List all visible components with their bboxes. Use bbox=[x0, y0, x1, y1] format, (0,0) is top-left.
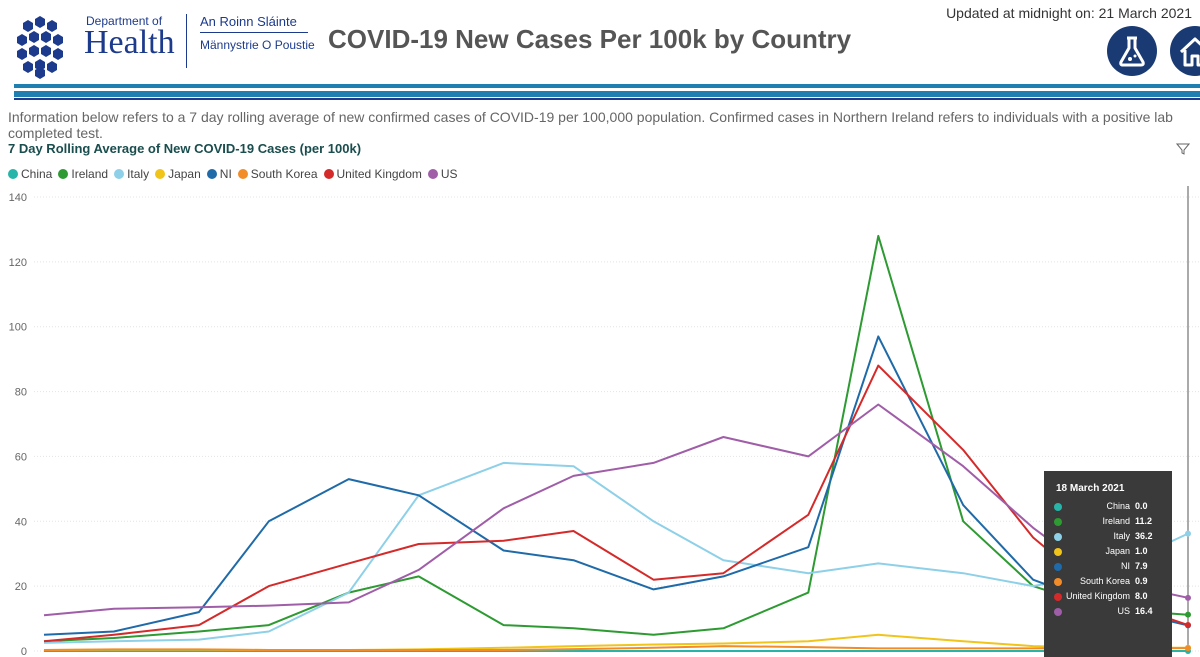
updated-timestamp: Updated at midnight on: 21 March 2021 bbox=[946, 5, 1192, 21]
hexagon-cluster-logo bbox=[17, 16, 63, 79]
page-header: Department of Health An Roinn Sláinte Mä… bbox=[0, 0, 1200, 84]
legend-item[interactable]: Ireland bbox=[58, 167, 108, 181]
legend-item[interactable]: South Korea bbox=[237, 167, 318, 181]
tooltip-dot bbox=[1054, 533, 1062, 541]
legend-item[interactable]: United Kingdom bbox=[323, 167, 422, 181]
legend-item[interactable]: NI bbox=[206, 167, 232, 181]
legend-dot bbox=[206, 169, 217, 179]
tooltip-series-name: China bbox=[1106, 501, 1130, 511]
dept-health-label: Health bbox=[84, 24, 175, 61]
header-band-top bbox=[14, 84, 1200, 88]
series-line[interactable] bbox=[43, 364, 1189, 643]
tooltip-value: 1.0 bbox=[1135, 546, 1148, 556]
legend-label: United Kingdom bbox=[336, 167, 422, 181]
chart-legend: China Ireland Italy Japan NI South Korea Unite… bbox=[8, 167, 464, 181]
tooltip-dot bbox=[1054, 503, 1062, 511]
home-button[interactable] bbox=[1170, 26, 1200, 76]
tooltip-value: 11.2 bbox=[1135, 516, 1153, 526]
home-icon bbox=[1179, 37, 1200, 67]
series-line[interactable] bbox=[43, 335, 1189, 636]
tooltip-dot bbox=[1054, 548, 1062, 556]
series-line[interactable] bbox=[43, 234, 1189, 643]
header-band-bottom bbox=[14, 98, 1200, 100]
tooltip-row: Japan 1.0 bbox=[1044, 545, 1172, 560]
y-tick-label: 80 bbox=[15, 387, 27, 399]
tooltip-row: Italy 36.2 bbox=[1044, 530, 1172, 545]
y-tick-label: 120 bbox=[9, 257, 27, 269]
tooltip-row: NI 7.9 bbox=[1044, 560, 1172, 575]
data-point[interactable] bbox=[1185, 622, 1191, 629]
y-tick-label: 40 bbox=[15, 516, 27, 528]
legend-dot bbox=[58, 169, 69, 179]
page-title: COVID-19 New Cases Per 100k by Country bbox=[328, 24, 852, 54]
y-tick-label: 20 bbox=[15, 581, 27, 593]
irish-dept-name: An Roinn Sláinte bbox=[200, 14, 297, 29]
tooltip-row: China 0.0 bbox=[1044, 500, 1172, 515]
legend-dot bbox=[427, 169, 438, 179]
tooltip-series-name: South Korea bbox=[1079, 576, 1130, 586]
chart-title: 7 Day Rolling Average of New COVID-19 Ca… bbox=[8, 141, 362, 156]
legend-label: Italy bbox=[127, 167, 150, 181]
y-tick-label: 0 bbox=[21, 646, 27, 655]
tooltip-dot bbox=[1054, 608, 1062, 616]
legend-dot bbox=[155, 169, 166, 179]
tooltip-series-name: NI bbox=[1121, 561, 1130, 571]
tooltip-row: Ireland 11.2 bbox=[1044, 515, 1172, 530]
legend-dot bbox=[323, 169, 334, 179]
ulster-scots-dept-name: Männystrie O Poustie bbox=[200, 38, 315, 52]
tooltip-value: 36.2 bbox=[1135, 531, 1153, 541]
tooltip-dot bbox=[1054, 518, 1062, 526]
tooltip-series-name: Italy bbox=[1113, 531, 1130, 541]
tooltip-series-name: Japan bbox=[1105, 546, 1130, 556]
tooltip-value: 0.9 bbox=[1135, 576, 1148, 586]
legend-label: South Korea bbox=[250, 167, 318, 181]
legend-item[interactable]: Japan bbox=[155, 167, 201, 181]
filter-icon[interactable] bbox=[1176, 142, 1190, 156]
series-line[interactable] bbox=[43, 403, 1189, 617]
legend-dot bbox=[8, 169, 18, 179]
tooltip-row: United Kingdom 8.0 bbox=[1044, 590, 1172, 605]
name-divider bbox=[200, 32, 308, 33]
series-line[interactable] bbox=[43, 461, 1189, 644]
legend-label: US bbox=[440, 167, 458, 181]
tooltip-series-name: United Kingdom bbox=[1065, 591, 1130, 601]
tooltip-value: 0.0 bbox=[1135, 501, 1148, 511]
info-text: Information below refers to a 7 day roll… bbox=[8, 109, 1173, 141]
tooltip-row: US 16.4 bbox=[1044, 605, 1172, 620]
tooltip-value: 16.4 bbox=[1135, 606, 1153, 616]
legend-label: China bbox=[21, 167, 53, 181]
tooltip-series-name: Ireland bbox=[1102, 516, 1130, 526]
tooltip-value: 8.0 bbox=[1135, 591, 1148, 601]
tooltip-row: South Korea 0.9 bbox=[1044, 575, 1172, 590]
data-point[interactable] bbox=[1185, 530, 1191, 537]
data-point[interactable] bbox=[1185, 645, 1191, 652]
tooltip-dot bbox=[1054, 563, 1062, 571]
data-point[interactable] bbox=[1185, 594, 1191, 601]
series-line[interactable] bbox=[43, 645, 1188, 651]
tooltip-dot bbox=[1054, 578, 1062, 586]
tooltip-value: 7.9 bbox=[1135, 561, 1148, 571]
legend-item[interactable]: Italy bbox=[114, 167, 149, 181]
legend-dot bbox=[114, 169, 125, 179]
flask-icon bbox=[1119, 36, 1145, 67]
legend-label: NI bbox=[219, 167, 232, 181]
legend-item[interactable]: China bbox=[8, 167, 52, 181]
lab-button[interactable] bbox=[1107, 26, 1157, 76]
data-point[interactable] bbox=[1185, 611, 1191, 618]
y-tick-label: 100 bbox=[9, 322, 27, 334]
header-divider bbox=[186, 14, 187, 68]
chart-tooltip: 18 March 2021 China 0.0 Ireland 11.2 Italy 36… bbox=[1044, 471, 1172, 657]
legend-label: Ireland bbox=[71, 167, 109, 181]
legend-label: Japan bbox=[168, 167, 201, 181]
tooltip-dot bbox=[1054, 593, 1062, 601]
legend-item[interactable]: US bbox=[427, 167, 458, 181]
tooltip-series-name: US bbox=[1117, 606, 1130, 616]
tooltip-date: 18 March 2021 bbox=[1056, 483, 1125, 494]
line-chart: 0 20 40 60 80 100 120 140 bbox=[9, 186, 1200, 655]
dept-of-label: Department of bbox=[86, 14, 163, 28]
y-tick-label: 140 bbox=[9, 192, 27, 204]
legend-dot bbox=[237, 169, 248, 179]
y-tick-label: 60 bbox=[15, 451, 27, 463]
header-band-middle bbox=[14, 91, 1200, 97]
